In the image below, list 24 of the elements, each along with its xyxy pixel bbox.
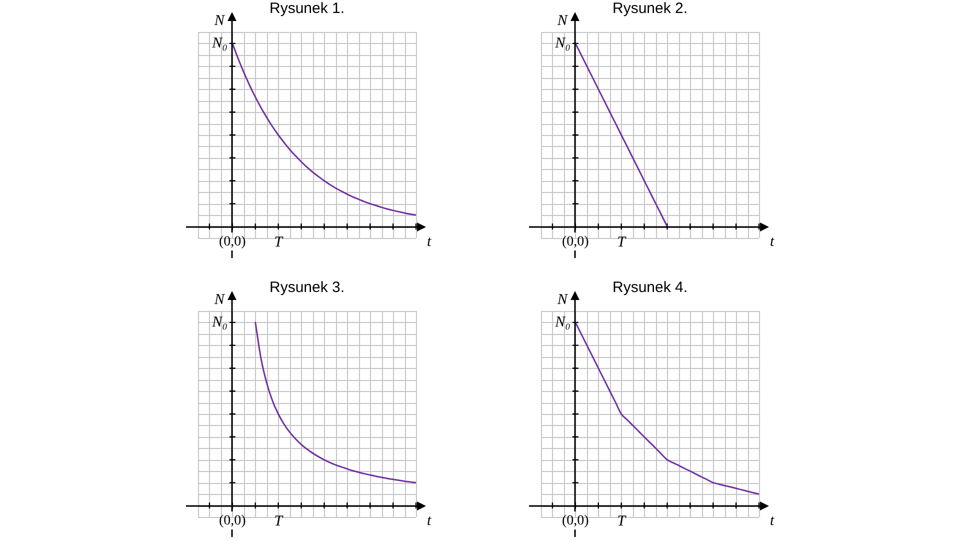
y-axis-title: N [556, 12, 568, 29]
x-tick-label: (0,0) [219, 234, 246, 250]
chart-title: Rysunek 2. [612, 0, 688, 18]
chart-title: Rysunek 4. [612, 279, 688, 296]
text: N₀ [554, 35, 570, 52]
x-tick-label: T [617, 513, 628, 530]
y-axis-title: N [213, 292, 226, 308]
y-axis-title: N [213, 12, 226, 29]
x-tick-label: T [617, 234, 628, 250]
text: N₀ [554, 314, 570, 330]
x-axis-title: t [427, 234, 432, 250]
x-tick-label: (0,0) [562, 514, 590, 529]
x-tick-label: T [274, 234, 284, 250]
text: N₀ [211, 314, 228, 330]
text: N₀ [211, 35, 228, 52]
x-tick-label: T [274, 513, 284, 530]
chart-title: Rysunek 1. [269, 0, 345, 18]
x-axis-title: t [770, 512, 775, 529]
x-tick-label: (0,0) [219, 514, 246, 529]
x-axis-title: t [427, 512, 432, 529]
y-axis-title: N [556, 292, 568, 308]
x-axis-title: t [770, 234, 775, 250]
x-tick-label: (0,0) [562, 234, 590, 250]
chart-title: Rysunek 3. [269, 279, 345, 296]
